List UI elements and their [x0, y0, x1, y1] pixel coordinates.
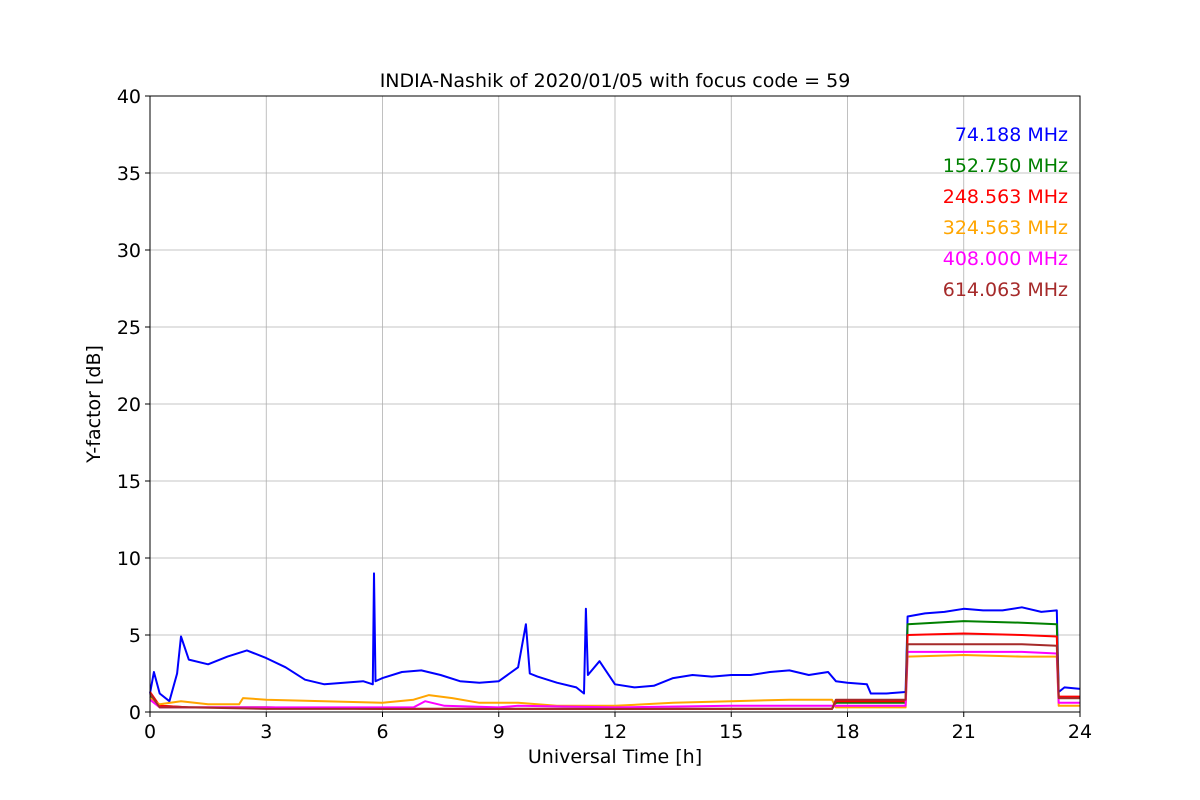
- series-line-4: [149, 650, 1080, 709]
- series-lines: [149, 572, 1081, 710]
- series-line-0: [149, 572, 1081, 703]
- legend: 74.188 MHz 152.750 MHz 248.563 MHz 324.563 …: [943, 124, 1068, 301]
- legend-entry-0: 74.188 MHz: [955, 124, 1068, 146]
- x-axis-label: Universal Time [h]: [528, 746, 702, 768]
- y-axis-label: Y-factor [dB]: [83, 345, 105, 464]
- series-line-3: [149, 654, 1080, 709]
- x-tick-label: 18: [835, 721, 859, 743]
- y-tick-label: 10: [117, 548, 141, 570]
- y-tick-label: 15: [117, 471, 141, 493]
- legend-entry-4: 408.000 MHz: [943, 248, 1068, 270]
- legend-entry-5: 614.063 MHz: [943, 279, 1068, 301]
- x-tick-label: 9: [493, 721, 505, 743]
- x-tick-label: 21: [952, 721, 976, 743]
- y-tick-label: 5: [129, 625, 141, 647]
- axis-ticks: 0 3 6 9 12 15 18 21 24 0 5 10 15 20 25 30 35 40: [117, 86, 1092, 743]
- y-tick-label: 0: [129, 702, 141, 724]
- y-tick-label: 25: [117, 317, 141, 339]
- x-tick-label: 3: [260, 721, 272, 743]
- chart-title: INDIA-Nashik of 2020/01/05 with focus co…: [380, 70, 851, 92]
- x-tick-label: 6: [376, 721, 388, 743]
- legend-entry-2: 248.563 MHz: [943, 186, 1068, 208]
- y-tick-label: 35: [117, 163, 141, 185]
- x-tick-label: 12: [603, 721, 627, 743]
- y-tick-label: 40: [117, 86, 141, 108]
- y-tick-label: 30: [117, 240, 141, 262]
- x-tick-label: 15: [719, 721, 743, 743]
- x-tick-label: 0: [144, 721, 156, 743]
- legend-entry-1: 152.750 MHz: [943, 155, 1068, 177]
- series-line-5: [149, 643, 1080, 710]
- y-tick-label: 20: [117, 394, 141, 416]
- legend-entry-3: 324.563 MHz: [943, 217, 1068, 239]
- x-tick-label: 24: [1068, 721, 1092, 743]
